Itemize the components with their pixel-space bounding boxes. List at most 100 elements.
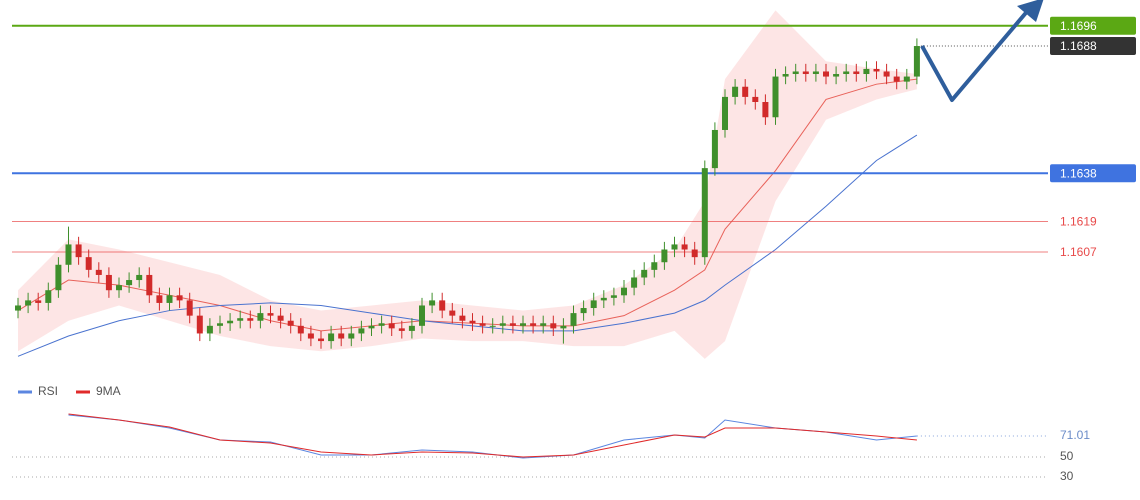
candle-body bbox=[217, 323, 223, 326]
candle-body bbox=[166, 295, 173, 303]
candle-body bbox=[641, 269, 648, 278]
candle-body bbox=[227, 320, 234, 324]
rsi-last-label: 71.01 bbox=[1060, 428, 1090, 442]
candle-body bbox=[651, 262, 658, 270]
candle-body bbox=[65, 244, 72, 265]
legend-label: RSI bbox=[38, 384, 58, 398]
candle-body bbox=[681, 244, 688, 250]
candle-body bbox=[631, 277, 638, 288]
level-label: 1.1619 bbox=[1060, 215, 1097, 229]
candle-body bbox=[570, 313, 577, 326]
candle-body bbox=[105, 274, 112, 291]
candle-body bbox=[126, 280, 133, 286]
candle-body bbox=[792, 71, 799, 75]
candle-body bbox=[419, 305, 425, 326]
candle-body bbox=[277, 315, 284, 321]
candle-body bbox=[75, 244, 82, 258]
candle-body bbox=[338, 333, 345, 339]
candle-body bbox=[621, 287, 627, 296]
level-label: 1.1638 bbox=[1060, 166, 1097, 180]
candle-body bbox=[176, 295, 183, 301]
candle-body bbox=[439, 300, 446, 311]
candle-body bbox=[95, 269, 102, 275]
y-tick-label: 30 bbox=[1060, 469, 1074, 483]
arrow-head bbox=[1017, 0, 1044, 22]
candle-body bbox=[237, 318, 244, 321]
candle-body bbox=[661, 249, 668, 263]
candle-body bbox=[318, 338, 324, 342]
candle-body bbox=[610, 295, 617, 298]
candle-body bbox=[429, 300, 436, 306]
candle-body bbox=[85, 257, 92, 270]
candle-body bbox=[742, 86, 749, 97]
candle-body bbox=[701, 168, 708, 258]
candle-body bbox=[833, 74, 840, 77]
candle-body bbox=[853, 71, 860, 75]
candle-body bbox=[812, 71, 819, 75]
candle-body bbox=[530, 323, 537, 326]
candle-body bbox=[15, 305, 21, 311]
candle-body bbox=[802, 71, 809, 75]
candle-body bbox=[116, 285, 122, 291]
moving-average bbox=[17, 134, 918, 357]
candle-body bbox=[489, 325, 496, 327]
rsi-line bbox=[68, 413, 917, 458]
candle-body bbox=[479, 323, 486, 326]
candle-body bbox=[146, 274, 153, 296]
candle-body bbox=[823, 71, 829, 77]
candle-body bbox=[398, 328, 405, 331]
candle-body bbox=[863, 68, 870, 75]
candle-body bbox=[196, 315, 203, 334]
candle-body bbox=[267, 313, 274, 316]
y-tick-label: 50 bbox=[1060, 449, 1074, 463]
candle-body bbox=[297, 325, 304, 334]
candle-body bbox=[711, 129, 718, 169]
candle-body bbox=[883, 71, 890, 77]
candle-body bbox=[287, 320, 294, 326]
candle-body bbox=[540, 323, 547, 326]
candle-body bbox=[499, 323, 506, 326]
candle-body bbox=[600, 297, 607, 301]
candle-body bbox=[408, 325, 415, 331]
candle-body bbox=[55, 264, 62, 291]
candle-body bbox=[388, 323, 395, 329]
candle-body bbox=[782, 74, 789, 77]
level-label-box bbox=[1050, 16, 1136, 35]
candle-body bbox=[520, 323, 526, 326]
candle-body bbox=[459, 315, 466, 321]
candle-body bbox=[893, 76, 900, 82]
candle-body bbox=[772, 76, 779, 118]
candle-body bbox=[691, 249, 698, 258]
candle-body bbox=[913, 46, 920, 77]
projection-arrow bbox=[920, 6, 1032, 102]
level-label: 1.1607 bbox=[1060, 245, 1097, 259]
price-pane: 1.1696 1.1638 1.1619 1.1607 1.1688 bbox=[12, 10, 1136, 359]
level-label: 1.1696 bbox=[1060, 19, 1097, 33]
candle-body bbox=[35, 300, 42, 303]
candle-body bbox=[307, 333, 314, 339]
candle-body bbox=[45, 290, 52, 303]
candle-body bbox=[348, 333, 355, 339]
candle-body bbox=[560, 325, 567, 329]
candle-body bbox=[509, 323, 516, 326]
candle-body bbox=[186, 300, 193, 316]
candle-body bbox=[206, 325, 213, 334]
candle-body bbox=[903, 76, 910, 82]
level-label-box bbox=[1050, 164, 1136, 183]
candle-body bbox=[873, 68, 880, 72]
candle-body bbox=[550, 323, 557, 329]
last-price-box bbox=[1050, 37, 1136, 56]
candle-body bbox=[469, 320, 476, 324]
candle-body bbox=[247, 318, 254, 321]
candle-body bbox=[25, 300, 32, 306]
candle-body bbox=[722, 96, 728, 130]
candle-body bbox=[257, 313, 264, 321]
candle-body bbox=[449, 310, 456, 316]
candle-body bbox=[358, 328, 365, 334]
candle-body bbox=[580, 308, 587, 314]
candle-body bbox=[732, 86, 739, 97]
candle-body bbox=[368, 325, 375, 329]
candle-body bbox=[328, 333, 335, 342]
